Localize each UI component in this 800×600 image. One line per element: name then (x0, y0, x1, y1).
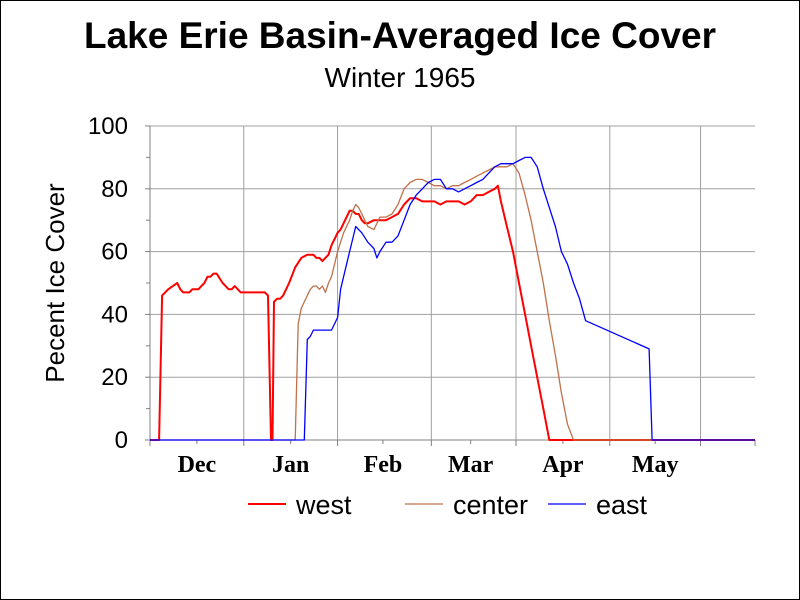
y-axis-label: Pecent Ice Cover (40, 183, 70, 383)
chart-subtitle: Winter 1965 (324, 62, 476, 93)
y-tick-label: 60 (101, 239, 128, 266)
y-tick-label: 20 (101, 364, 128, 391)
month-label: Apr (542, 452, 584, 478)
month-label: Jan (272, 452, 309, 478)
legend-label-east: east (596, 490, 648, 520)
series-line-west (150, 184, 755, 441)
y-tick-label: 100 (88, 113, 128, 140)
series-line-east (150, 156, 755, 441)
chart-title: Lake Erie Basin-Averaged Ice Cover (83, 15, 717, 56)
y-tick-label: 0 (115, 427, 128, 454)
month-label: Feb (364, 452, 403, 478)
y-tick-label: 40 (101, 301, 128, 328)
month-label: Mar (448, 452, 494, 478)
legend-label-west: west (295, 490, 352, 520)
legend-label-center: center (453, 490, 528, 520)
month-label: May (632, 452, 679, 478)
month-label: Dec (178, 452, 217, 478)
series-line-center (150, 163, 755, 441)
y-tick-label: 80 (101, 176, 128, 203)
